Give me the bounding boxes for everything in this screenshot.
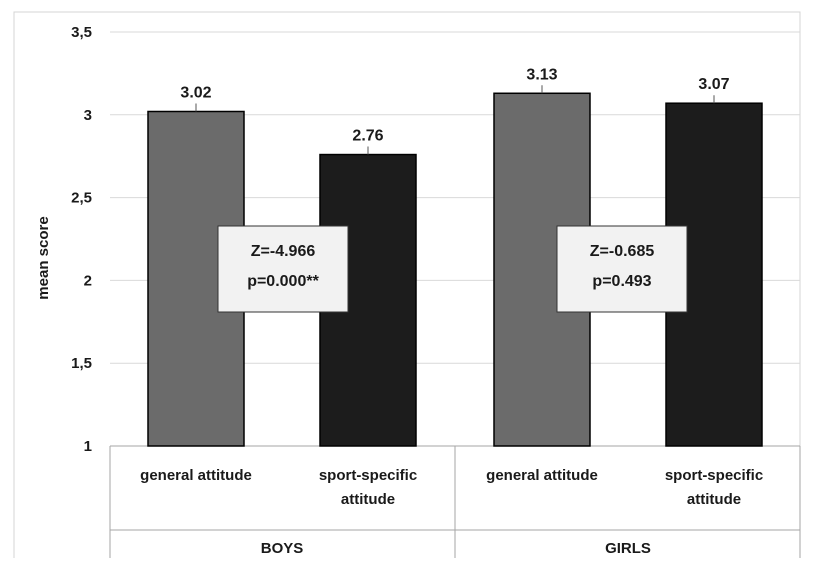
category-label: general attitude (140, 467, 252, 484)
category-label: sport-specific attitude (319, 467, 417, 508)
y-tick-label: 2,5 (71, 190, 92, 207)
stat-annotation-box (217, 225, 349, 313)
data-label: 3.07 (698, 76, 729, 93)
stat-z-value: Z=-4.966 (251, 243, 316, 260)
y-tick-label: 1 (84, 438, 92, 455)
group-label: BOYS (261, 540, 304, 557)
group-label: GIRLS (605, 540, 651, 557)
stat-z-value: Z=-0.685 (590, 243, 655, 260)
y-tick-label: 1,5 (71, 355, 92, 372)
y-tick-label: 2 (84, 272, 92, 289)
data-label: 3.02 (180, 84, 211, 101)
data-label: 3.13 (526, 66, 557, 83)
category-label: general attitude (486, 467, 598, 484)
stat-p-value: p=0.000** (247, 273, 319, 290)
category-label: sport-specific attitude (665, 467, 763, 508)
y-axis-title: mean score (35, 216, 52, 299)
data-label: 2.76 (352, 128, 383, 145)
stat-p-value: p=0.493 (592, 273, 651, 290)
y-tick-label: 3,5 (71, 24, 92, 41)
y-tick-label: 3 (84, 107, 92, 124)
stat-annotation-box (556, 225, 688, 313)
chart-border (13, 11, 801, 563)
